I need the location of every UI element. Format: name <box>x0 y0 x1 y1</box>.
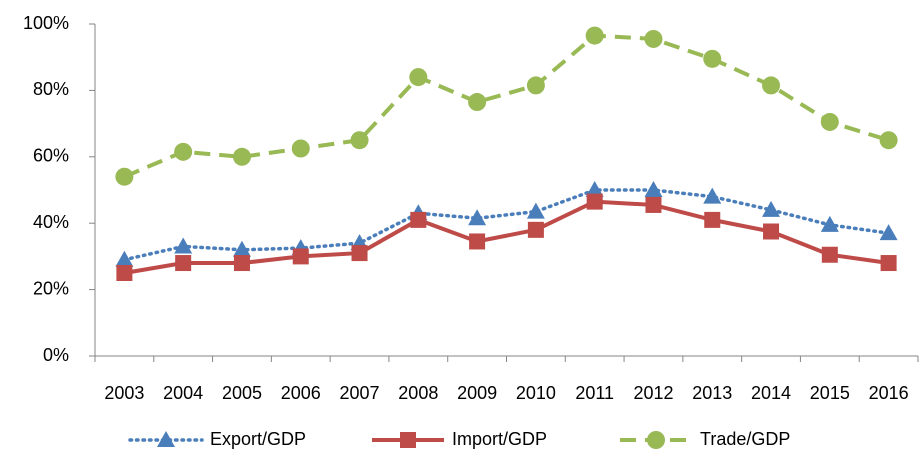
marker <box>175 255 192 272</box>
marker <box>703 187 722 204</box>
marker <box>821 246 838 263</box>
x-tick-label: 2010 <box>516 383 556 403</box>
series-line <box>123 33 890 179</box>
x-tick-label: 2007 <box>340 383 380 403</box>
marker <box>468 93 487 112</box>
y-tick-label: 40% <box>33 212 69 232</box>
marker <box>116 265 133 281</box>
marker <box>820 112 839 131</box>
marker <box>645 196 662 213</box>
y-tick-label: 0% <box>43 345 69 365</box>
legend-label: Import/GDP <box>452 429 547 449</box>
x-tick-label: 2016 <box>869 383 909 403</box>
legend-label: Trade/GDP <box>700 429 790 449</box>
marker <box>879 224 898 241</box>
marker <box>880 255 897 272</box>
marker <box>585 181 604 197</box>
x-tick-label: 2011 <box>575 383 614 403</box>
legend-marker <box>647 431 665 449</box>
marker <box>291 139 310 158</box>
x-tick-label: 2012 <box>633 383 673 403</box>
x-tick-label: 2009 <box>457 383 497 403</box>
marker <box>232 147 251 166</box>
legend-marker <box>400 432 416 448</box>
marker <box>351 245 368 262</box>
marker <box>350 131 369 150</box>
x-tick-label: 2014 <box>751 383 791 403</box>
x-tick-label: 2013 <box>692 383 732 403</box>
marker <box>585 26 604 45</box>
y-tick-label: 80% <box>33 79 69 99</box>
marker <box>232 240 251 257</box>
marker <box>292 248 309 265</box>
marker <box>763 223 780 240</box>
marker <box>174 142 193 161</box>
marker <box>644 29 663 48</box>
x-tick-label: 2003 <box>104 383 144 403</box>
marker <box>586 193 603 210</box>
y-tick-label: 100% <box>23 13 69 33</box>
y-tick-label: 20% <box>33 278 69 298</box>
marker <box>527 221 544 238</box>
marker <box>410 211 427 228</box>
marker <box>174 237 193 254</box>
legend-marker <box>157 431 175 447</box>
x-tick-label: 2015 <box>810 383 850 403</box>
x-tick-label: 2004 <box>163 383 203 403</box>
marker <box>704 211 721 228</box>
y-tick-label: 60% <box>33 146 69 166</box>
marker <box>115 167 134 186</box>
series-line <box>124 199 889 275</box>
marker <box>233 255 250 272</box>
marker <box>762 76 781 95</box>
marker <box>409 68 428 87</box>
x-tick-label: 2005 <box>222 383 262 403</box>
x-tick-label: 2008 <box>398 383 438 403</box>
marker <box>526 202 545 219</box>
marker <box>762 200 781 217</box>
marker <box>526 76 545 95</box>
marker <box>703 49 722 68</box>
marker <box>879 131 898 150</box>
marker <box>820 215 839 232</box>
marker <box>644 181 663 197</box>
legend-label: Export/GDP <box>210 429 306 449</box>
marker <box>468 209 487 226</box>
x-tick-label: 2006 <box>281 383 321 403</box>
series-line <box>122 188 891 262</box>
marker <box>469 233 486 250</box>
marker <box>115 250 134 267</box>
